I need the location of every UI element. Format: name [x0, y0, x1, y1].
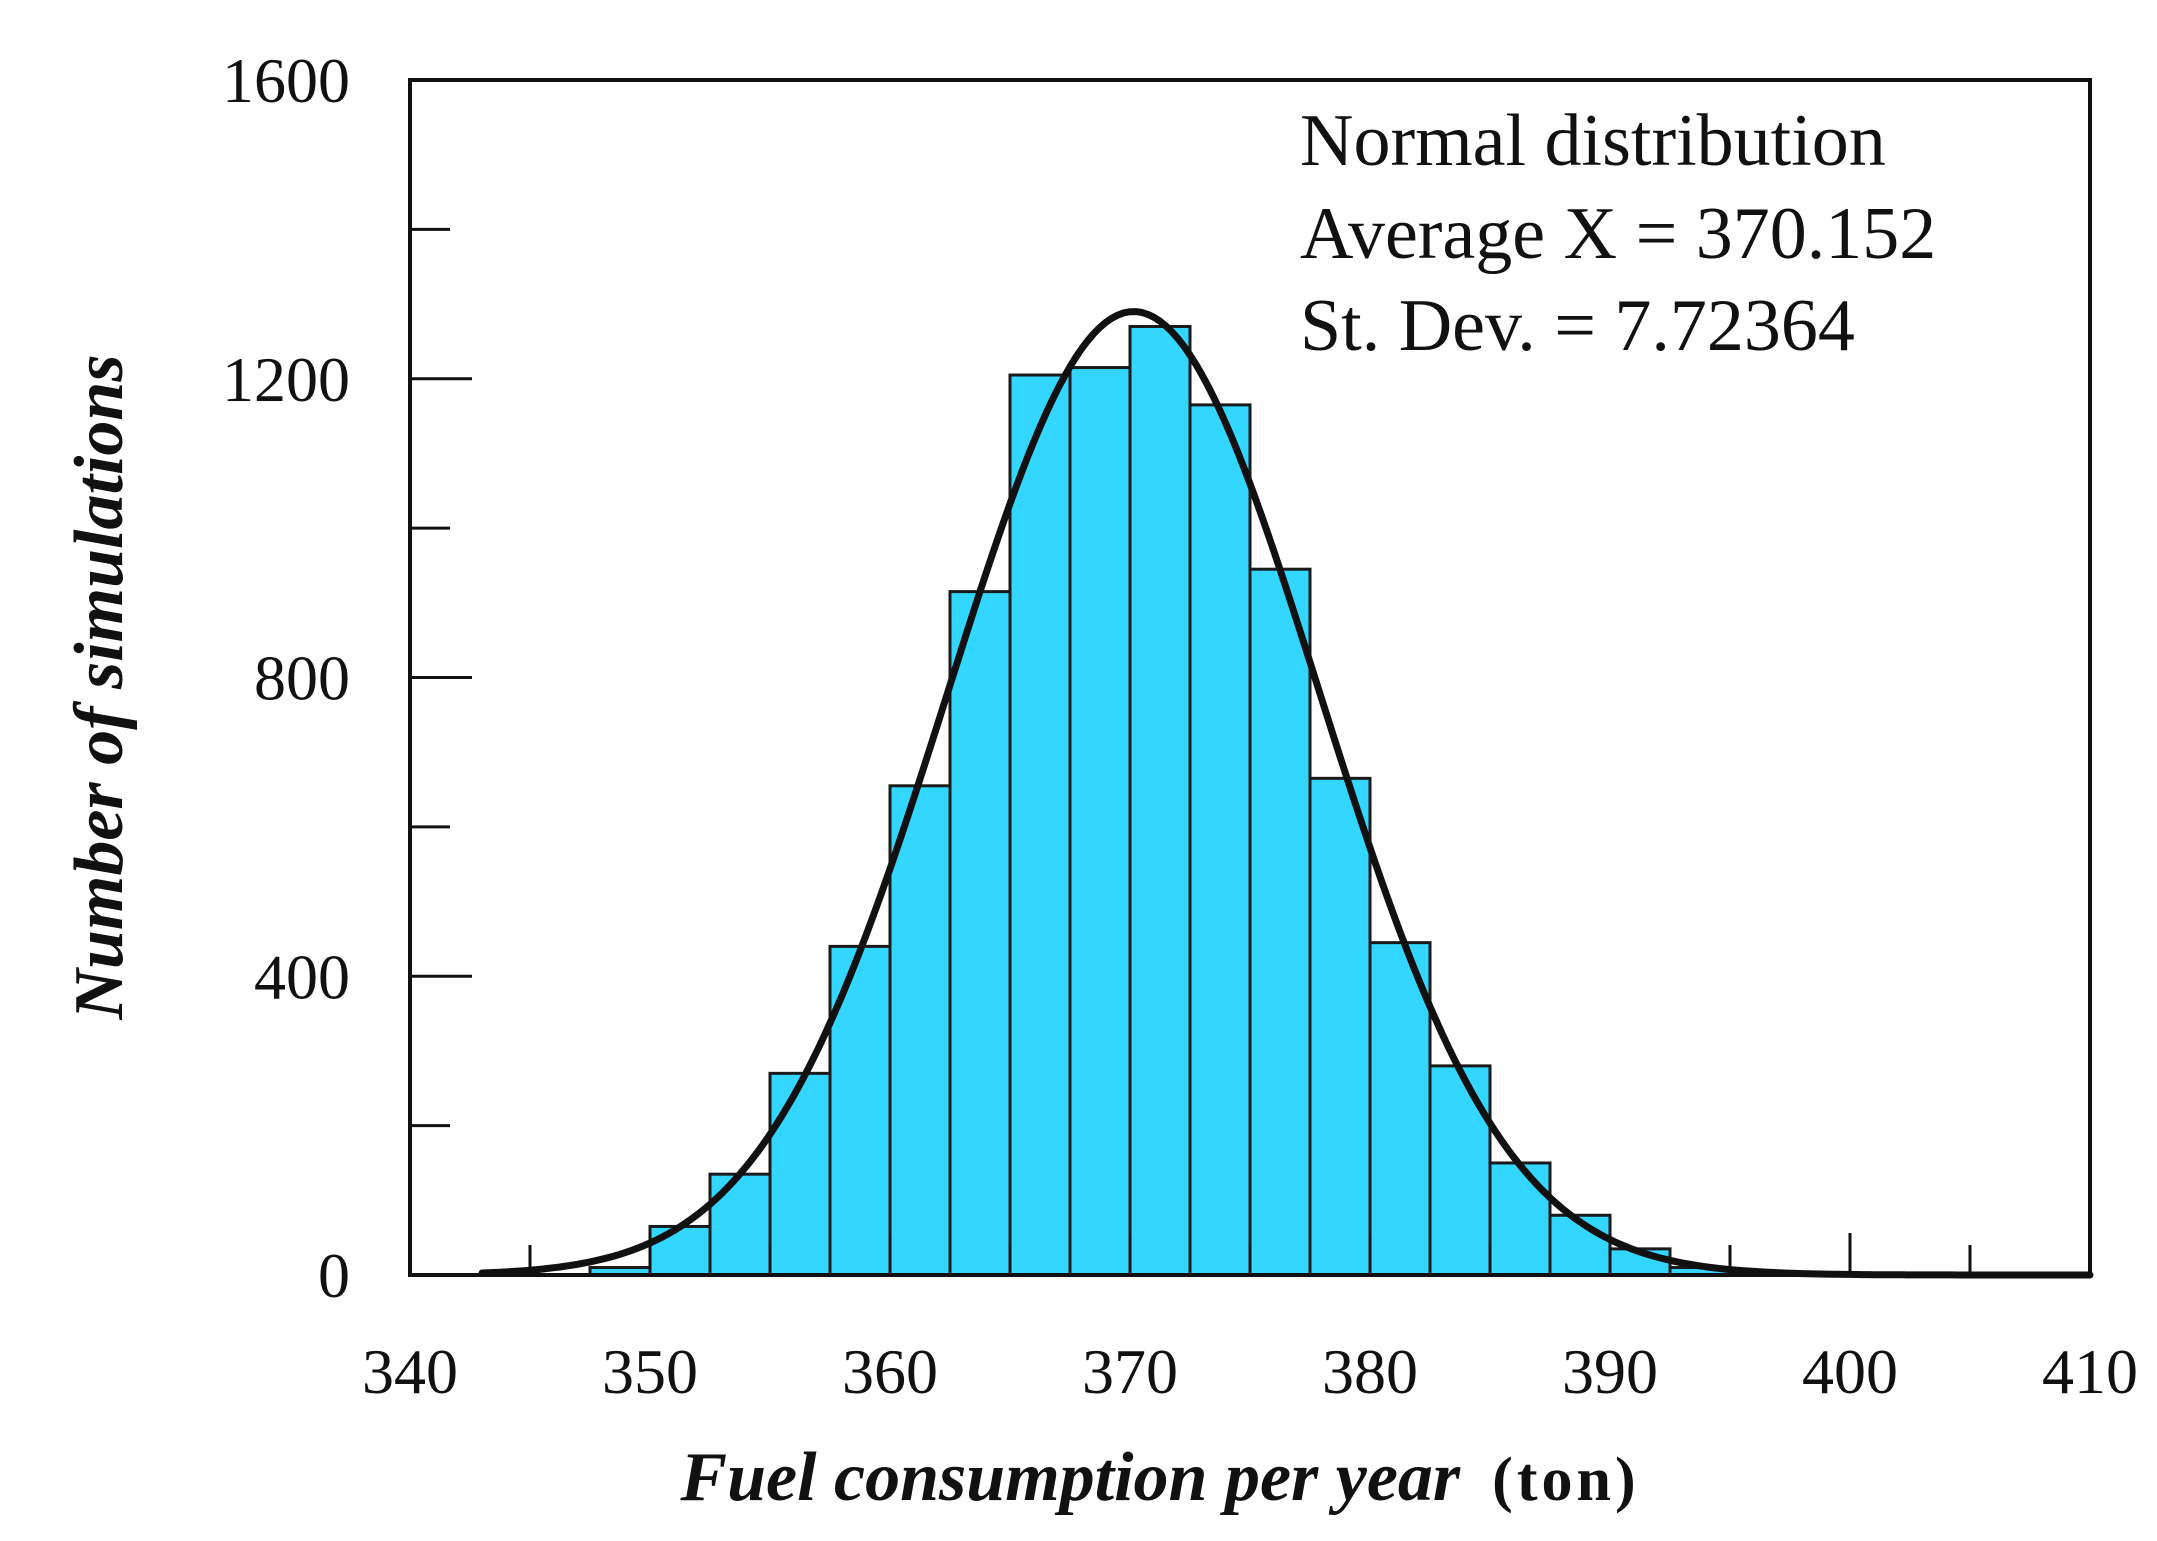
annotation-stdev: St. Dev. = 7.72364 [1300, 285, 1855, 367]
x-tick-label-340: 340 [362, 1336, 458, 1407]
y-tick-label-0: 0 [318, 1240, 350, 1311]
x-axis-label: Fuel consumption per year [679, 1439, 1461, 1516]
x-tick-label-350: 350 [602, 1336, 698, 1407]
bars-layer [588, 324, 1732, 1277]
histogram-bar-2 [708, 1172, 772, 1277]
x-axis-title: Fuel consumption per year (ton) [679, 1439, 1639, 1516]
histogram-bar-15 [1488, 1161, 1552, 1277]
y-tick-label-400: 400 [254, 941, 350, 1012]
histogram-bar-11 [1248, 567, 1312, 1277]
x-tick-label-390: 390 [1562, 1336, 1658, 1407]
histogram-bar-12 [1308, 776, 1372, 1277]
annotation-distribution: Normal distribution [1300, 100, 1886, 182]
x-axis-unit: (ton) [1492, 1446, 1639, 1514]
histogram-bar-5 [888, 784, 952, 1277]
y-axis-title: Number of simulations [61, 354, 138, 1020]
x-tick-label-360: 360 [842, 1336, 938, 1407]
x-tick-label-400: 400 [1802, 1336, 1898, 1407]
y-tick-label-800: 800 [254, 643, 350, 714]
annotation-mean: Average X = 370.152 [1300, 193, 1936, 275]
histogram-bar-7 [1008, 373, 1072, 1277]
histogram-bar-8 [1068, 366, 1132, 1277]
axis-ticks [408, 78, 2092, 1277]
y-tick-label-1600: 1600 [222, 45, 350, 116]
x-tick-label-370: 370 [1082, 1336, 1178, 1407]
histogram-bar-6 [948, 590, 1012, 1277]
x-tick-label-410: 410 [2042, 1336, 2138, 1407]
histogram-bar-14 [1428, 1064, 1492, 1277]
histogram-bar-10 [1188, 403, 1252, 1277]
histogram-bar-1 [648, 1224, 712, 1277]
tick-labels: 340 350 360 370 380 390 400 410 0 400 800 1200 1600 [222, 45, 2138, 1407]
histogram-bar-9 [1128, 324, 1192, 1277]
x-tick-label-380: 380 [1322, 1336, 1418, 1407]
y-tick-label-1200: 1200 [222, 344, 350, 415]
histogram-bar-3 [768, 1071, 832, 1277]
